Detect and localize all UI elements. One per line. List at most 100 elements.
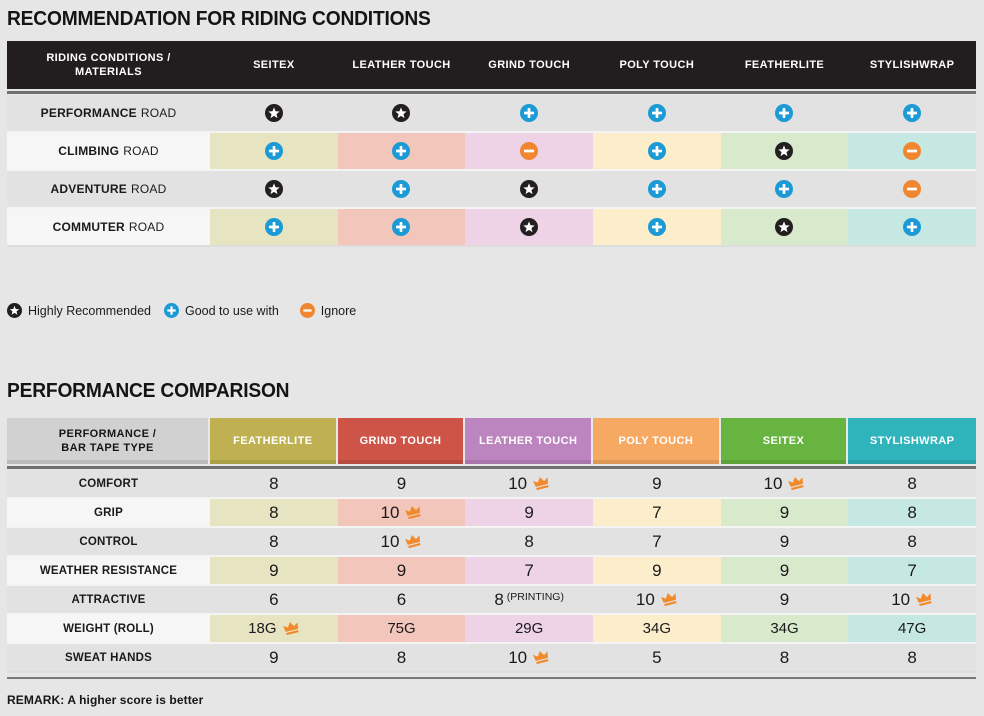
performance-rows: COMFORT 8 9 10 9 10 8 GRIP 8 10 9 7 9 8 CONTROL 8 10 8 7 9 8… [7,470,976,673]
score-cell: 75G [337,615,466,642]
legend-label: Ignore [320,303,357,318]
score-cell: 34G [592,615,721,642]
row-label-rest: ROAD [140,106,177,120]
score-cell: 10 [720,470,849,497]
score-value: 9 [779,560,790,580]
plus-icon [264,142,283,160]
riding-condition-row: PERFORMANCE ROAD [7,95,976,131]
recommendation-cell [210,133,338,169]
riding-condition-row: CLIMBING ROAD [7,133,976,169]
score-value: 8 [396,647,407,667]
score-value: 10 [763,473,783,493]
column-header-bartape: FEATHERLITE [210,418,338,464]
row-label: WEATHER RESISTANCE [7,557,210,584]
recommendation-cell [465,209,593,245]
table-bottom-line [7,677,976,679]
row-label: PERFORMANCE ROAD [7,95,210,131]
score-cell: 6 [210,586,338,613]
star-icon [520,218,539,236]
score-value: 7 [907,560,917,580]
minus-icon [903,180,922,198]
score-cell: 9 [210,557,338,584]
column-header-bartape: SEITEX [720,418,849,464]
score-cell: 9 [720,557,849,584]
row-label: CLIMBING ROAD [7,133,210,169]
score-value: 5 [652,647,662,667]
plus-icon [647,104,666,122]
score-cell: 7 [465,557,593,584]
score-value: 8 [524,531,534,551]
score-value: 10 [508,647,528,667]
score-cell: 8 [210,499,338,526]
row-label: ADVENTURE ROAD [7,171,210,207]
crown-icon [404,532,424,550]
performance-row: COMFORT 8 9 10 9 10 8 [7,470,976,497]
column-header-material: STYLISHWRAP [869,59,955,71]
performance-row: ATTRACTIVE 6 6 8 (PRINTING) 10 9 10 [7,586,976,613]
legend-item: Good to use with [163,303,279,318]
score-value: 34G [642,620,671,637]
score-cell: 10 [337,499,466,526]
minus-icon [299,303,315,318]
score-cell: 8 [337,644,466,671]
score-cell: 8 [720,644,849,671]
row-label: COMMUTER ROAD [7,209,210,245]
score-value: 9 [396,473,407,493]
plus-icon [647,142,666,160]
score-cell: 6 [337,586,466,613]
score-value: 8 [907,531,917,551]
score-value: 47G [897,620,927,637]
score-value: 10 [508,473,528,493]
score-cell: 5 [592,644,721,671]
score-value: 9 [779,502,790,522]
crown-icon [914,590,934,608]
riding-conditions-table: RIDING CONDITIONS / MATERIALS SEITEX LEAT… [7,41,976,247]
score-cell: 34G [720,615,849,642]
score-cell: 10 [465,470,593,497]
score-value: 10 [891,589,911,609]
column-header-bartape: STYLISHWRAP [848,418,976,464]
plus-icon [775,104,794,122]
score-cell: 8 [465,528,593,555]
crown-icon [281,619,301,637]
score-value: 8 [269,473,279,493]
column-header-bartape: GRIND TOUCH [337,418,466,464]
score-cell: 9 [337,557,466,584]
score-cell: 10 [465,644,593,671]
row-label-rest: ROAD [123,144,159,158]
recommendation-cell [592,209,721,245]
recommendation-cell [465,133,593,169]
header-divider-line [7,91,976,94]
star-icon [264,104,283,122]
recommendation-cell [210,171,338,207]
plus-icon [903,104,922,122]
plus-icon [520,104,539,122]
score-value: 8 [907,473,917,493]
row-label-strong: COMMUTER [52,220,125,234]
header-divider-line [7,466,976,469]
plus-icon [392,218,411,236]
score-value: 75G [387,620,416,637]
score-cell: 8 [210,528,338,555]
legend-item: Highly Recommended [7,303,151,318]
plus-icon [163,303,179,318]
recommendation-cell [465,171,593,207]
crown-icon [787,474,807,492]
score-value: 9 [269,647,279,667]
plus-icon [392,180,411,198]
recommendation-cell [720,171,849,207]
score-cell: 7 [592,499,721,526]
riding-condition-row: ADVENTURE ROAD [7,171,976,207]
crown-icon [659,590,679,608]
row-label: SWEAT HANDS [7,644,210,671]
score-cell: 18G [210,615,338,642]
star-icon [775,142,794,160]
performance-row: WEATHER RESISTANCE 9 9 7 9 9 7 [7,557,976,584]
score-value: 34G [770,620,799,637]
plus-icon [647,180,666,198]
score-value: 6 [269,589,279,609]
recommendation-cell [592,95,721,131]
legend: Highly Recommended Good to use with Ignore [7,303,976,318]
star-icon [392,104,411,122]
row-label-strong: ADVENTURE [50,182,127,196]
